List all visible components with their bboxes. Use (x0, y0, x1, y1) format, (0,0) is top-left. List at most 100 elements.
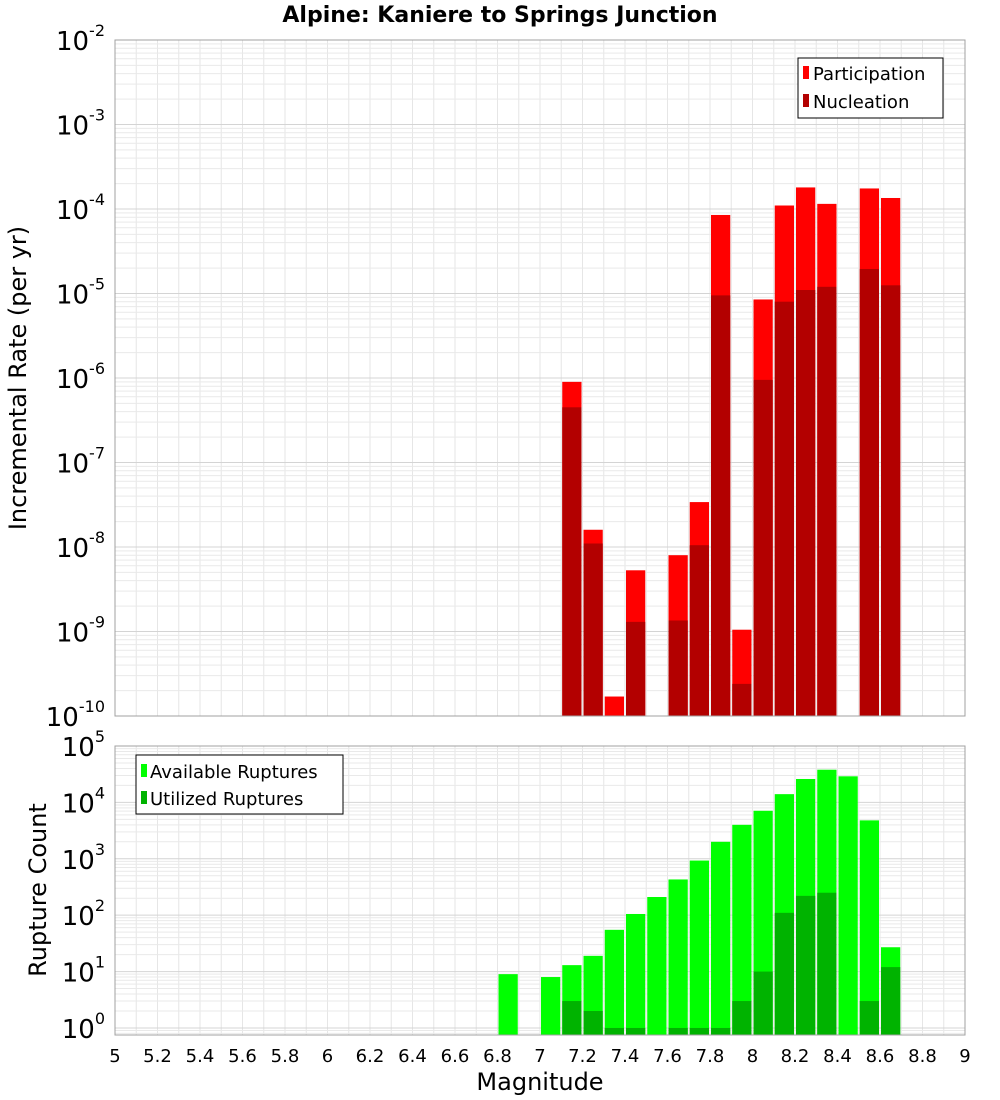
nucleation-bar (774, 301, 794, 716)
x-tick-label: 6.8 (483, 1046, 512, 1067)
nucleation-bar (562, 407, 582, 716)
nucleation-bar (817, 286, 837, 716)
count-plot-frame (114, 745, 966, 1036)
utilized-ruptures-bar (859, 1001, 879, 1035)
nucleation-bar (689, 545, 709, 716)
rate-y-tick-label: 10-7 (56, 444, 105, 480)
utilized-legend-swatch (141, 791, 147, 804)
count-bars (498, 769, 901, 1035)
count-y-tick-label: 102 (62, 896, 105, 932)
count-y-tick-label: 101 (62, 953, 105, 989)
available-ruptures-bar (647, 897, 667, 1035)
available-ruptures-bar (859, 820, 879, 1035)
x-tick-label: 6.2 (356, 1046, 385, 1067)
rate-y-tick-label: 10-6 (56, 359, 105, 395)
rate-y-tick-label: 10-10 (46, 697, 105, 733)
utilized-ruptures-bar (732, 1001, 752, 1035)
count-legend-box (135, 754, 344, 815)
rate-y-tick-label: 10-2 (56, 21, 105, 57)
x-tick-label: 7.6 (653, 1046, 682, 1067)
rate-y-tick-label: 10-8 (56, 528, 105, 564)
x-tick-label: 6.4 (398, 1046, 427, 1067)
count-y-tick-label: 105 (62, 727, 105, 763)
rate-legend-box (797, 57, 944, 119)
utilized-legend-label: Utilized Ruptures (150, 789, 303, 810)
count-legend: Available Ruptures Utilized Ruptures (135, 754, 344, 815)
count-panel: 100 101 102 103 104 105 5 5.2 5.4 5.6 5.8 6 6.2 6.4 6… (24, 727, 971, 1096)
count-y-axis-label: Rupture Count (24, 803, 52, 977)
utilized-ruptures-bar (604, 1027, 624, 1035)
x-tick-label: 7.2 (568, 1046, 597, 1067)
nucleation-bar (626, 621, 646, 716)
available-ruptures-bar (689, 860, 709, 1035)
rate-gridlines (114, 39, 966, 717)
x-tick-label: 6 (322, 1046, 333, 1067)
x-tick-label: 8.2 (781, 1046, 810, 1067)
count-y-tick-label: 104 (62, 783, 105, 819)
utilized-ruptures-bar (796, 895, 816, 1035)
chart-title: Alpine: Kaniere to Springs Junction (282, 3, 717, 28)
rate-plot-frame (114, 39, 966, 717)
count-y-ticks: 100 101 102 103 104 105 (62, 727, 105, 1045)
count-y-tick-label: 103 (62, 840, 105, 876)
x-tick-label: 8.8 (908, 1046, 937, 1067)
nucleation-bar (583, 543, 603, 716)
x-tick-label: 5 (109, 1046, 120, 1067)
rate-y-tick-label: 10-4 (56, 190, 105, 226)
x-tick-label: 5.4 (186, 1046, 215, 1067)
utilized-ruptures-bar (689, 1027, 709, 1035)
rate-bars (562, 187, 901, 717)
utilized-ruptures-bar (626, 1027, 646, 1035)
nucleation-legend-label: Nucleation (813, 92, 909, 113)
nucleation-bar (668, 620, 688, 716)
x-tick-label: 5.6 (228, 1046, 257, 1067)
utilized-ruptures-bar (711, 1027, 731, 1035)
rate-y-tick-label: 10-9 (56, 613, 105, 649)
utilized-ruptures-bar (881, 967, 901, 1035)
nucleation-bar (711, 295, 731, 716)
rate-y-tick-label: 10-3 (56, 106, 105, 142)
rate-panel: 10-10 10-9 10-8 10-7 10-6 10-5 10-4 10-3 10-2 In… (4, 21, 966, 733)
x-tick-label: 8.6 (866, 1046, 895, 1067)
participation-bar (604, 696, 624, 716)
x-tick-label: 7.8 (696, 1046, 725, 1067)
available-legend-label: Available Ruptures (150, 762, 318, 783)
available-ruptures-bar (604, 929, 624, 1035)
utilized-ruptures-bar (583, 1010, 603, 1035)
nucleation-bar (732, 683, 752, 716)
x-tick-label: 6.6 (441, 1046, 470, 1067)
x-tick-label: 7 (534, 1046, 545, 1067)
x-tick-label: 7.4 (611, 1046, 640, 1067)
nucleation-bar (859, 268, 879, 716)
rate-y-tick-label: 10-5 (56, 275, 105, 311)
available-ruptures-bar (668, 879, 688, 1035)
available-ruptures-bar (626, 913, 646, 1035)
nucleation-bar (881, 285, 901, 716)
utilized-ruptures-bar (753, 971, 773, 1035)
available-ruptures-bar (541, 977, 561, 1035)
utilized-ruptures-bar (668, 1027, 688, 1035)
participation-legend-swatch (803, 66, 809, 79)
rate-legend: Participation Nucleation (797, 57, 944, 119)
magnitude-x-ticks: 5 5.2 5.4 5.6 5.8 6 6.2 6.4 6.6 6.8 7 7.2 7.4 7.6 7.8 8… (109, 1046, 970, 1067)
count-y-tick-label: 100 (62, 1009, 105, 1045)
x-axis-label: Magnitude (476, 1068, 603, 1096)
x-tick-label: 8 (747, 1046, 758, 1067)
utilized-ruptures-bar (562, 1001, 582, 1035)
x-tick-label: 5.2 (143, 1046, 172, 1067)
available-ruptures-bar (838, 776, 858, 1035)
participation-legend-label: Participation (813, 64, 925, 85)
available-legend-swatch (141, 764, 147, 777)
nucleation-bar (753, 379, 773, 716)
utilized-ruptures-bar (774, 912, 794, 1035)
utilized-ruptures-bar (817, 892, 837, 1035)
available-ruptures-bar (732, 824, 752, 1035)
available-ruptures-bar (498, 974, 518, 1035)
available-ruptures-bar (711, 841, 731, 1035)
x-tick-label: 9 (959, 1046, 970, 1067)
x-tick-label: 8.4 (823, 1046, 852, 1067)
x-tick-label: 5.8 (271, 1046, 300, 1067)
nucleation-legend-swatch (803, 94, 809, 107)
rate-y-axis-label: Incremental Rate (per yr) (4, 226, 32, 530)
